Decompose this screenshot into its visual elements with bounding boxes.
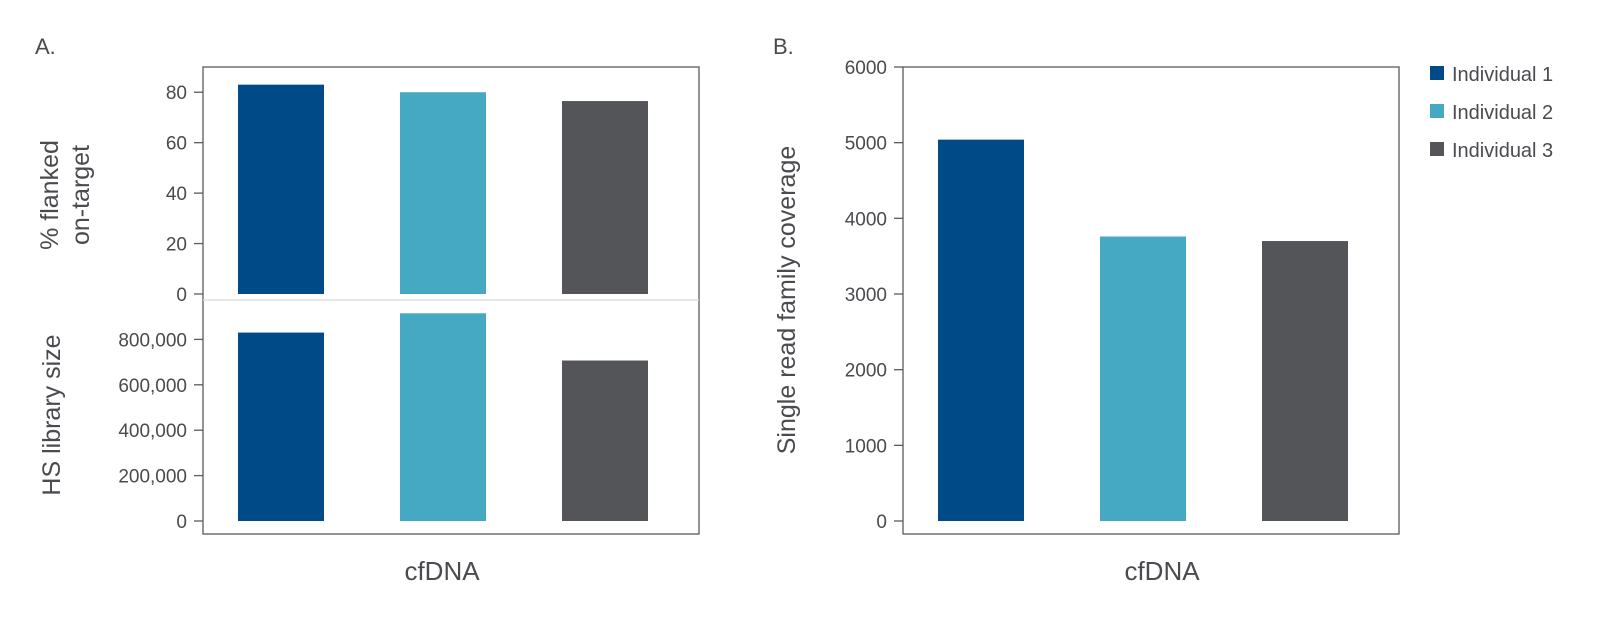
panel-a-bottom-bar-individual-3 — [562, 360, 648, 521]
panel-b-label: B. — [773, 34, 794, 59]
panel-a-label: A. — [35, 34, 56, 59]
panel-a-top-ytick-label: 80 — [166, 83, 187, 104]
panel-b-xlabel: cfDNA — [1124, 556, 1200, 586]
panel-b-bar-individual-1 — [938, 139, 1024, 521]
panel-b-ytick-label: 0 — [876, 512, 887, 533]
panel-b: B. 0 1000 2000 3000 4000 5000 6000 Single read… — [773, 34, 1400, 586]
panel-a-top-bar-individual-1 — [238, 84, 324, 295]
panel-b-ytick-label: 2000 — [845, 361, 887, 382]
panel-a-bottom-ytick-label: 400,000 — [118, 421, 187, 442]
panel-a-top-ylabel-line2: on-target — [67, 145, 95, 245]
panel-a-top-bar-individual-2 — [400, 92, 486, 294]
panel-a-xlabel: cfDNA — [404, 556, 480, 586]
panel-b-frame — [902, 66, 1400, 535]
panel-a-bottom-ylabel: HS library size — [38, 334, 66, 495]
panel-b-ytick-label: 3000 — [845, 285, 887, 306]
panel-b-ylabel: Single read family coverage — [773, 146, 801, 455]
panel-a-top-ylabel-line1: % flanked — [36, 140, 64, 250]
panel-a-bottom-ytick-label: 0 — [176, 512, 187, 533]
legend: Individual 1 Individual 2 Individual 3 — [1430, 64, 1553, 162]
panel-b-ytick-label: 6000 — [845, 58, 887, 79]
panel-a-bottom-ytick-label: 200,000 — [118, 467, 187, 488]
panel-b-bar-individual-2 — [1100, 236, 1186, 521]
legend-label-individual-3: Individual 3 — [1452, 140, 1553, 162]
panel-b-ytick-label: 4000 — [845, 209, 887, 230]
legend-label-individual-1: Individual 1 — [1452, 64, 1553, 86]
panel-b-bar-individual-3 — [1262, 241, 1348, 522]
legend-label-individual-2: Individual 2 — [1452, 102, 1553, 124]
panel-b-ytick-label: 5000 — [845, 134, 887, 155]
panel-a-bottom-ytick-label: 800,000 — [118, 330, 187, 351]
panel-a-top-plot: 0 20 40 60 80 — [166, 83, 648, 306]
panel-b-ytick-label: 1000 — [845, 436, 887, 457]
panel-a-top-ytick-label: 60 — [166, 134, 187, 155]
legend-swatch-individual-1 — [1430, 66, 1444, 80]
panel-a: A. 0 20 40 60 80 0 200,000 400,000 600,000 800,0… — [35, 34, 700, 586]
legend-swatch-individual-2 — [1430, 104, 1444, 118]
panel-a-top-ytick-label: 20 — [166, 235, 187, 256]
panel-a-bottom-bar-individual-2 — [400, 313, 486, 521]
panel-a-bottom-plot: 0 200,000 400,000 600,000 800,000 — [118, 313, 648, 533]
panel-a-top-ytick-label: 40 — [166, 184, 187, 205]
panel-b-plot: 0 1000 2000 3000 4000 5000 6000 — [845, 58, 1348, 533]
panel-a-bottom-bar-individual-1 — [238, 332, 324, 521]
panel-a-top-ytick-label: 0 — [176, 285, 187, 306]
panel-a-bottom-ytick-label: 600,000 — [118, 376, 187, 397]
panel-a-top-bar-individual-3 — [562, 101, 648, 294]
legend-swatch-individual-3 — [1430, 142, 1444, 156]
